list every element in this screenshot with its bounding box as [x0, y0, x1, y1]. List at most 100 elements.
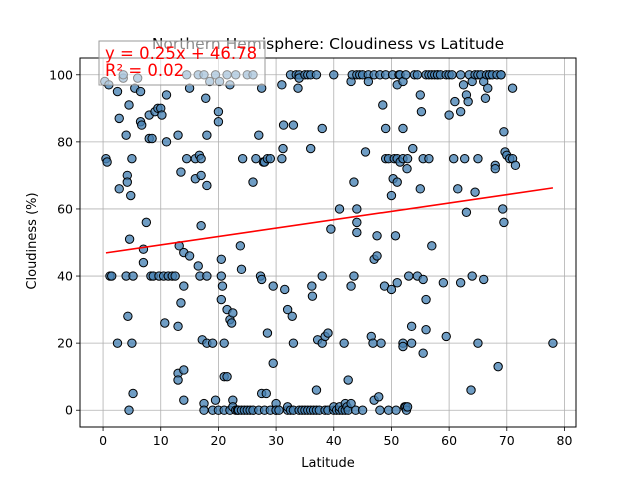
data-point — [444, 110, 454, 120]
x-tick-label: 70 — [499, 433, 515, 448]
x-tick-label: 30 — [268, 433, 284, 448]
data-point — [126, 190, 136, 201]
regression-line — [105, 187, 554, 254]
y-tick-label: 40 — [57, 269, 73, 284]
data-point — [196, 221, 206, 231]
data-point — [372, 231, 382, 241]
data-point — [288, 120, 299, 130]
data-point — [510, 160, 521, 171]
data-point — [107, 271, 117, 281]
data-point — [421, 325, 431, 335]
data-point — [254, 130, 264, 140]
x-tick-label: 10 — [153, 433, 169, 448]
data-point — [287, 311, 297, 321]
data-point — [415, 184, 425, 194]
data-point — [450, 96, 460, 107]
data-point — [391, 405, 401, 415]
data-point — [507, 83, 518, 93]
data-point — [219, 338, 229, 348]
data-point — [176, 167, 186, 177]
annotation-box: y = 0.25x + 46.78 R² = 0.02 — [98, 40, 266, 86]
data-point — [372, 251, 382, 261]
data-point — [173, 130, 183, 140]
annotation-background — [98, 40, 266, 86]
data-point — [236, 264, 247, 275]
data-point — [498, 204, 508, 214]
data-point — [461, 207, 472, 218]
data-point — [480, 93, 491, 103]
data-point — [339, 338, 349, 348]
data-point — [317, 271, 327, 281]
data-point — [386, 190, 397, 201]
data-point — [161, 90, 172, 100]
data-point — [128, 271, 138, 281]
data-point — [123, 311, 133, 321]
data-point — [493, 361, 503, 372]
y-tick-label: 80 — [57, 134, 73, 149]
data-point — [398, 123, 408, 134]
data-point — [375, 405, 385, 415]
axes-frame — [79, 57, 577, 428]
data-point — [193, 261, 203, 271]
y-tick-label: 0 — [65, 403, 73, 418]
x-tick-label: 20 — [210, 433, 226, 448]
data-point — [352, 204, 362, 214]
data-point — [421, 294, 431, 305]
data-point — [141, 217, 152, 228]
x-tick-label: 60 — [441, 433, 457, 448]
data-point — [415, 90, 425, 100]
y-axis-label: Cloudiness (%) — [25, 192, 40, 289]
data-point — [170, 271, 180, 281]
data-point — [213, 117, 224, 127]
data-point — [357, 405, 368, 415]
data-point — [293, 83, 303, 93]
data-point — [470, 187, 480, 197]
data-point — [216, 271, 227, 281]
data-point — [496, 70, 506, 80]
data-point — [237, 153, 248, 164]
data-point — [499, 217, 509, 228]
data-point — [173, 375, 183, 385]
data-point — [390, 231, 401, 241]
data-point — [416, 106, 427, 117]
data-point — [256, 274, 267, 285]
data-point — [352, 227, 362, 238]
data-point — [114, 184, 124, 194]
data-point — [278, 143, 288, 154]
data-point — [360, 147, 371, 157]
x-tick-label: 0 — [99, 433, 107, 448]
data-point — [441, 331, 451, 342]
data-point — [122, 177, 132, 187]
data-point — [160, 318, 170, 328]
data-point — [196, 170, 206, 181]
data-point — [401, 70, 411, 80]
data-point — [380, 123, 391, 134]
data-point — [288, 338, 299, 348]
data-point — [463, 96, 473, 107]
data-point — [398, 341, 408, 352]
data-point — [334, 204, 345, 214]
data-point — [427, 241, 437, 251]
data-point — [424, 153, 434, 164]
data-point — [196, 153, 206, 164]
data-point — [278, 120, 289, 130]
data-points — [100, 70, 558, 415]
data-point — [412, 70, 423, 80]
data-point — [216, 294, 227, 305]
regression-line-group — [105, 187, 554, 254]
data-point — [363, 76, 374, 87]
data-point — [346, 398, 356, 409]
data-point — [199, 405, 209, 415]
y-tick-label: 100 — [49, 67, 73, 82]
data-point — [473, 153, 483, 164]
data-point — [378, 100, 388, 110]
data-point — [455, 106, 466, 117]
plot-border — [79, 57, 577, 428]
data-point — [102, 157, 112, 167]
data-point — [268, 358, 278, 368]
data-point — [248, 177, 258, 187]
data-point — [124, 234, 135, 244]
data-point — [280, 284, 290, 295]
data-point — [323, 328, 333, 338]
